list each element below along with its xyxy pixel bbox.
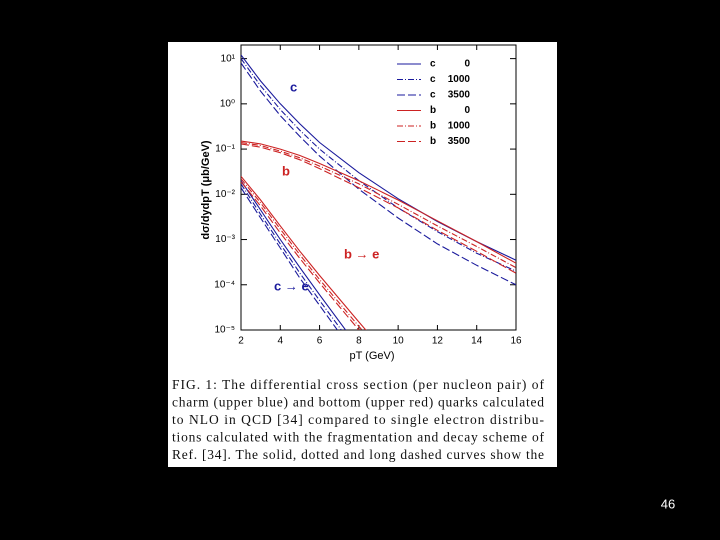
y-axis-label: dσ/dydpT (μb/GeV) <box>200 140 212 240</box>
caption-line: Ref. [34]. The solid, dotted and long da… <box>172 447 544 462</box>
page-number: 46 <box>661 496 675 511</box>
x-tick-label: 2 <box>238 336 244 347</box>
legend-energy: 3500 <box>448 90 471 101</box>
quark-curve <box>241 58 516 272</box>
x-tick-label: 12 <box>432 336 444 347</box>
x-tick-label: 16 <box>510 336 522 347</box>
y-tick-label: 10⁻⁵ <box>214 325 235 336</box>
legend-name: c <box>430 74 436 85</box>
plot-frame <box>240 44 517 331</box>
x-axis-label: pT (GeV) <box>349 350 394 362</box>
legend-energy: 0 <box>464 105 470 116</box>
electron-curve <box>241 180 347 330</box>
y-tick-label: 10⁻² <box>215 189 235 200</box>
legend-name: b <box>430 105 436 116</box>
legend-name: c <box>430 59 436 70</box>
legend-name: b <box>430 121 436 132</box>
electron-curve <box>241 183 343 330</box>
x-tick-label: 8 <box>356 336 362 347</box>
electron-curve <box>241 187 339 330</box>
legend-energy: 1000 <box>448 74 471 85</box>
electron-curve <box>241 178 363 330</box>
plot-curves <box>241 54 516 330</box>
x-tick-label: 14 <box>471 336 483 347</box>
annotation: b <box>282 163 290 178</box>
y-tick-label: 10⁻¹ <box>215 144 235 155</box>
x-tick-label: 4 <box>278 336 284 347</box>
legend-name: b <box>430 136 436 147</box>
x-tick-label: 10 <box>393 336 405 347</box>
y-tick-label: 10⁰ <box>220 98 235 109</box>
quark-curve <box>241 143 516 274</box>
caption-line: to NLO in QCD [34] compared to single el… <box>172 412 545 427</box>
annotation: c → e <box>274 278 309 293</box>
y-tick-label: 10⁻³ <box>215 234 235 245</box>
legend-name: c <box>430 90 436 101</box>
caption-line: tions calculated with the fragmentation … <box>172 430 545 445</box>
legend-energy: 0 <box>464 59 470 70</box>
caption-line: charm (upper blue) and bottom (upper red… <box>172 395 544 410</box>
annotation: b → e <box>344 246 379 261</box>
quark-curve <box>241 140 516 264</box>
caption-line: FIG. 1: The differential cross section (… <box>172 377 545 392</box>
y-tick-label: 10¹ <box>221 53 236 64</box>
legend-energy: 1000 <box>448 121 471 132</box>
annotation: c <box>290 79 297 94</box>
legend-energy: 3500 <box>448 136 471 147</box>
y-tick-label: 10⁻⁴ <box>214 279 235 290</box>
electron-curve <box>241 175 367 330</box>
quark-curve <box>241 141 516 269</box>
x-tick-label: 6 <box>317 336 323 347</box>
